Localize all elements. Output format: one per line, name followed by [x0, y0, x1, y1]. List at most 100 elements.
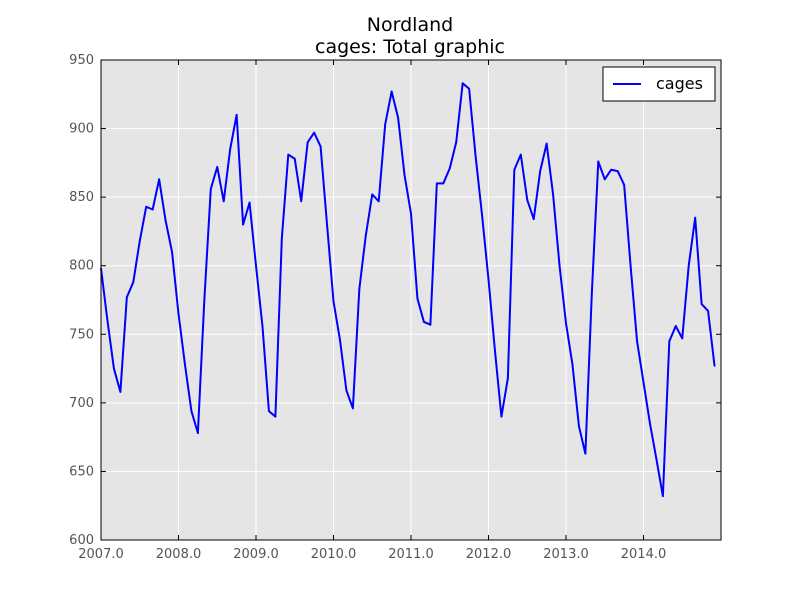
x-tick-label: 2010.0 — [311, 547, 357, 562]
data-point — [539, 170, 542, 172]
data-point — [481, 214, 483, 216]
data-point — [222, 200, 225, 203]
data-point — [209, 188, 212, 190]
data-point — [242, 223, 244, 226]
data-point — [707, 310, 709, 312]
series-layer — [100, 82, 716, 498]
data-point — [552, 193, 554, 196]
data-point — [649, 422, 651, 425]
data-point — [616, 170, 619, 172]
data-point — [235, 113, 238, 116]
data-point — [423, 321, 425, 323]
data-point — [410, 212, 412, 215]
data-point — [494, 349, 496, 352]
data-point — [255, 264, 257, 267]
data-point — [151, 208, 154, 211]
data-point — [196, 432, 199, 434]
data-point — [661, 495, 664, 498]
data-point — [571, 363, 574, 366]
data-point — [642, 381, 645, 384]
data-point — [565, 322, 567, 325]
data-point — [351, 407, 354, 410]
data-point — [364, 234, 367, 237]
data-point — [332, 300, 335, 303]
data-point — [339, 338, 341, 341]
data-point — [326, 223, 328, 226]
data-point — [506, 377, 509, 380]
y-tick-label: 750 — [69, 327, 94, 342]
data-point — [584, 452, 587, 455]
data-point — [171, 251, 173, 253]
data-point — [119, 390, 122, 393]
data-point — [268, 410, 270, 412]
data-point — [448, 167, 451, 170]
y-tick-label: 800 — [69, 259, 94, 274]
y-tick-label: 950 — [69, 53, 94, 68]
x-tick-label: 2012.0 — [466, 547, 512, 562]
data-point — [674, 325, 677, 327]
y-tick-label: 650 — [69, 464, 94, 479]
data-point — [578, 425, 580, 428]
data-point — [713, 364, 716, 367]
x-tick-label: 2013.0 — [543, 547, 589, 562]
y-axis-labels: 600 650 700 750 800 850 900 950 — [69, 53, 94, 548]
data-point — [603, 178, 606, 181]
data-point — [435, 182, 438, 185]
data-point — [261, 325, 264, 327]
data-point — [293, 157, 296, 160]
data-point — [158, 178, 161, 181]
data-point — [687, 264, 690, 267]
data-point — [390, 90, 393, 93]
data-point — [138, 240, 141, 242]
data-point — [306, 141, 309, 144]
data-point — [655, 458, 658, 460]
data-point — [177, 312, 180, 315]
data-point — [313, 131, 316, 134]
data-point — [416, 297, 419, 300]
data-point — [629, 264, 632, 267]
x-tick-label: 2008.0 — [156, 547, 202, 562]
series-line-cages — [100, 82, 716, 498]
legend-label-cages: cages — [656, 74, 703, 93]
data-point — [164, 219, 167, 222]
data-point — [513, 168, 516, 171]
data-point — [461, 82, 464, 85]
data-point — [384, 123, 387, 126]
x-tick-label: 2009.0 — [233, 547, 279, 562]
legend: cages — [602, 66, 716, 102]
data-point — [468, 87, 471, 90]
data-point — [274, 415, 277, 418]
x-tick-label: 2011.0 — [388, 547, 434, 562]
data-point — [681, 337, 684, 340]
data-point — [106, 319, 109, 322]
data-point — [403, 174, 406, 177]
data-point — [113, 367, 115, 370]
chart-subtitle: cages: Total graphic — [315, 36, 505, 58]
data-point — [455, 141, 458, 144]
data-point — [500, 415, 503, 418]
plot-frame — [100, 59, 722, 541]
data-point — [397, 116, 399, 119]
data-point — [280, 237, 283, 240]
data-point — [519, 153, 522, 156]
data-point — [442, 182, 445, 185]
data-point — [429, 323, 432, 326]
data-point — [558, 264, 561, 267]
data-point — [668, 340, 671, 343]
data-point — [623, 183, 626, 186]
data-point — [358, 288, 361, 290]
data-point — [190, 410, 193, 412]
y-tick-label: 600 — [69, 533, 94, 548]
data-point — [532, 218, 535, 220]
data-point — [125, 296, 128, 299]
chart-title: Nordland — [367, 14, 453, 36]
data-point — [487, 278, 490, 281]
x-tick-label: 2007.0 — [78, 547, 124, 562]
data-point — [132, 281, 135, 284]
y-tick-label: 900 — [69, 122, 94, 137]
data-point — [377, 200, 380, 203]
data-point — [145, 205, 148, 208]
x-axis-labels: 2007.0 2008.0 2009.0 2010.0 2011.0 2012.0 2013… — [78, 547, 666, 562]
data-point — [474, 155, 477, 157]
